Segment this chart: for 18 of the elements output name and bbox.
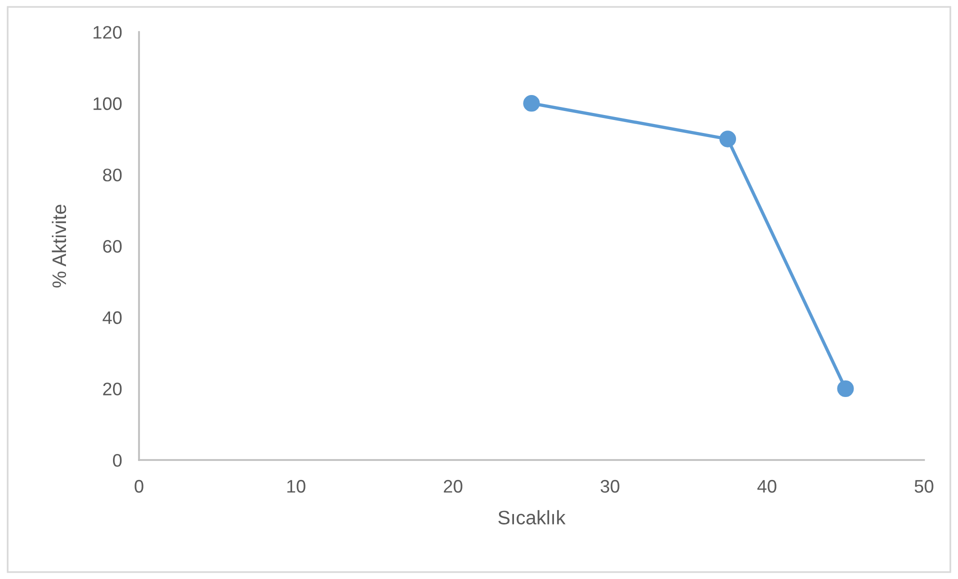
point	[837, 380, 854, 398]
point	[523, 95, 540, 112]
y-tick-label: 100	[94, 97, 122, 110]
x-axis-title: Sıcaklık	[498, 510, 566, 524]
y-tick-label: 20	[103, 382, 122, 396]
y-tick-label: 40	[102, 311, 122, 324]
y-axis-title: % Aktivite	[52, 204, 66, 288]
y-tick-label: 120	[94, 26, 122, 39]
y-tick-label: 60	[103, 240, 122, 253]
y-tick-label: 0	[113, 454, 122, 467]
x-tick-label: 20	[444, 480, 462, 493]
point	[719, 130, 736, 148]
x-tick-label: 30	[600, 480, 620, 493]
x-tick-label: 0	[134, 480, 144, 493]
y-tick-label: 80	[103, 168, 122, 182]
x-tick-label: 50	[914, 480, 934, 493]
x-tick-label: 10	[287, 480, 306, 493]
x-tick-label: 40	[757, 480, 776, 493]
